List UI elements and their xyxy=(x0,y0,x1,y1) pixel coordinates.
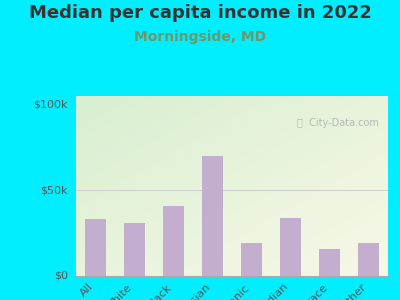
Bar xyxy=(241,243,262,276)
Text: ⓘ  City-Data.com: ⓘ City-Data.com xyxy=(297,118,379,128)
Bar xyxy=(319,249,340,276)
Text: $100k: $100k xyxy=(34,100,68,110)
Text: $50k: $50k xyxy=(40,185,68,195)
Text: Multirace: Multirace xyxy=(286,282,330,300)
Text: $0: $0 xyxy=(54,271,68,281)
Text: Median per capita income in 2022: Median per capita income in 2022 xyxy=(28,4,372,22)
Text: Asian: Asian xyxy=(184,282,212,300)
Bar xyxy=(85,219,106,276)
Text: Morningside, MD: Morningside, MD xyxy=(134,30,266,44)
Text: American Indian: American Indian xyxy=(219,282,290,300)
Text: All: All xyxy=(79,282,96,299)
Bar xyxy=(163,206,184,276)
Text: Other: Other xyxy=(339,282,368,300)
Text: White: White xyxy=(104,282,134,300)
Bar xyxy=(358,243,379,276)
Bar xyxy=(280,218,301,276)
Text: Black: Black xyxy=(145,282,174,300)
Bar xyxy=(124,223,145,276)
Bar xyxy=(202,156,223,276)
Text: Hispanic: Hispanic xyxy=(211,282,252,300)
